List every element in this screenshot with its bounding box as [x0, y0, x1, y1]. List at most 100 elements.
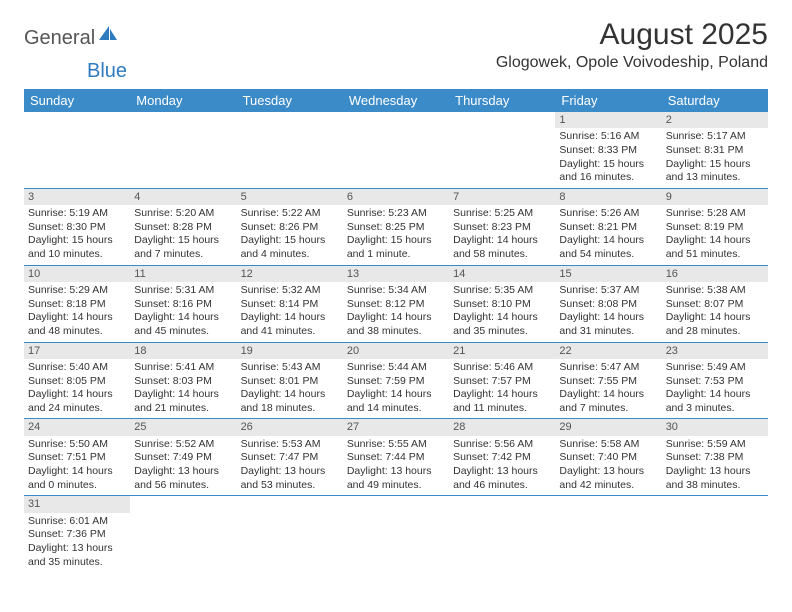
calendar-cell-empty	[449, 112, 555, 188]
daylight-line: Daylight: 14 hours and 48 minutes.	[28, 311, 126, 338]
daylight-line: Daylight: 14 hours and 14 minutes.	[347, 388, 445, 415]
calendar-cell: 6Sunrise: 5:23 AMSunset: 8:25 PMDaylight…	[343, 188, 449, 265]
sunset-line: Sunset: 8:07 PM	[666, 298, 764, 312]
sunset-line: Sunset: 8:12 PM	[347, 298, 445, 312]
day-number: 29	[555, 419, 661, 435]
calendar-cell: 14Sunrise: 5:35 AMSunset: 8:10 PMDayligh…	[449, 265, 555, 342]
calendar-cell: 28Sunrise: 5:56 AMSunset: 7:42 PMDayligh…	[449, 419, 555, 496]
calendar-row: 3Sunrise: 5:19 AMSunset: 8:30 PMDaylight…	[24, 188, 768, 265]
calendar-cell-empty	[130, 112, 236, 188]
day-number: 12	[237, 266, 343, 282]
calendar-cell: 27Sunrise: 5:55 AMSunset: 7:44 PMDayligh…	[343, 419, 449, 496]
calendar-row: 17Sunrise: 5:40 AMSunset: 8:05 PMDayligh…	[24, 342, 768, 419]
daylight-line: Daylight: 14 hours and 54 minutes.	[559, 234, 657, 261]
sunset-line: Sunset: 7:36 PM	[28, 528, 126, 542]
sunset-line: Sunset: 8:18 PM	[28, 298, 126, 312]
day-number: 27	[343, 419, 449, 435]
daylight-line: Daylight: 13 hours and 42 minutes.	[559, 465, 657, 492]
calendar-cell-empty	[130, 496, 236, 572]
calendar-cell: 16 Sunrise: 5:38 AMSunset: 8:07 PMDayligh…	[662, 265, 768, 342]
calendar-cell: 4Sunrise: 5:20 AMSunset: 8:28 PMDaylight…	[130, 188, 236, 265]
calendar-cell: 20Sunrise: 5:44 AMSunset: 7:59 PMDayligh…	[343, 342, 449, 419]
sunrise-line: Sunrise: 5:26 AM	[559, 207, 657, 221]
sunset-line: Sunset: 8:25 PM	[347, 221, 445, 235]
daylight-line: Daylight: 15 hours and 13 minutes.	[666, 158, 764, 185]
month-title: August 2025	[496, 18, 768, 52]
sunrise-line: Sunrise: 5:46 AM	[453, 361, 551, 375]
day-number: 14	[449, 266, 555, 282]
weekday-header: Tuesday	[237, 89, 343, 112]
calendar-cell: 29 Sunrise: 5:58 AMSunset: 7:40 PMDayligh…	[555, 419, 661, 496]
calendar-row: 1Sunrise: 5:16 AMSunset: 8:33 PMDaylight…	[24, 112, 768, 188]
day-number: 7	[449, 189, 555, 205]
daylight-line: Daylight: 13 hours and 49 minutes.	[347, 465, 445, 492]
day-number: 22	[555, 343, 661, 359]
day-number: 30	[662, 419, 768, 435]
calendar-cell: 25Sunrise: 5:52 AMSunset: 7:49 PMDayligh…	[130, 419, 236, 496]
day-number: 18	[130, 343, 236, 359]
calendar-cell-empty	[555, 496, 661, 572]
weekday-header-row: SundayMondayTuesdayWednesdayThursdayFrid…	[24, 89, 768, 112]
sunrise-line: Sunrise: 5:50 AM	[28, 438, 126, 452]
sunrise-line: Sunrise: 5:25 AM	[453, 207, 551, 221]
daylight-line: Daylight: 14 hours and 28 minutes.	[666, 311, 764, 338]
calendar-cell-empty	[449, 496, 555, 572]
calendar-cell: 17Sunrise: 5:40 AMSunset: 8:05 PMDayligh…	[24, 342, 130, 419]
sail-icon	[97, 24, 119, 42]
daylight-line: Daylight: 14 hours and 41 minutes.	[241, 311, 339, 338]
sunset-line: Sunset: 8:26 PM	[241, 221, 339, 235]
sunrise-line: Sunrise: 5:40 AM	[28, 361, 126, 375]
sunrise-line: Sunrise: 5:56 AM	[453, 438, 551, 452]
daylight-line: Daylight: 14 hours and 51 minutes.	[666, 234, 764, 261]
day-number: 21	[449, 343, 555, 359]
calendar-cell: 3Sunrise: 5:19 AMSunset: 8:30 PMDaylight…	[24, 188, 130, 265]
calendar-cell: 8Sunrise: 5:26 AMSunset: 8:21 PMDaylight…	[555, 188, 661, 265]
logo-text-general: General	[24, 27, 95, 50]
calendar-cell: 2Sunrise: 5:17 AMSunset: 8:31 PMDaylight…	[662, 112, 768, 188]
sunrise-line: Sunrise: 5:38 AM	[666, 284, 764, 298]
daylight-line: Daylight: 13 hours and 38 minutes.	[666, 465, 764, 492]
day-number: 2	[662, 112, 768, 128]
daylight-line: Daylight: 15 hours and 10 minutes.	[28, 234, 126, 261]
sunset-line: Sunset: 7:51 PM	[28, 451, 126, 465]
calendar-cell: 11Sunrise: 5:31 AMSunset: 8:16 PMDayligh…	[130, 265, 236, 342]
day-number: 4	[130, 189, 236, 205]
daylight-line: Daylight: 14 hours and 35 minutes.	[453, 311, 551, 338]
calendar-cell: 1Sunrise: 5:16 AMSunset: 8:33 PMDaylight…	[555, 112, 661, 188]
day-number: 19	[237, 343, 343, 359]
day-number: 23	[662, 343, 768, 359]
day-number: 26	[237, 419, 343, 435]
calendar-cell: 10Sunrise: 5:29 AMSunset: 8:18 PMDayligh…	[24, 265, 130, 342]
sunset-line: Sunset: 7:38 PM	[666, 451, 764, 465]
sunrise-line: Sunrise: 5:34 AM	[347, 284, 445, 298]
day-number: 8	[555, 189, 661, 205]
sunset-line: Sunset: 7:40 PM	[559, 451, 657, 465]
sunset-line: Sunset: 8:23 PM	[453, 221, 551, 235]
calendar-cell: 30Sunrise: 5:59 AMSunset: 7:38 PMDayligh…	[662, 419, 768, 496]
sunrise-line: Sunrise: 5:53 AM	[241, 438, 339, 452]
logo: General	[24, 24, 119, 52]
calendar-cell: 9Sunrise: 5:28 AMSunset: 8:19 PMDaylight…	[662, 188, 768, 265]
calendar-cell-empty	[343, 496, 449, 572]
calendar-cell: 24Sunrise: 5:50 AMSunset: 7:51 PMDayligh…	[24, 419, 130, 496]
sunrise-line: Sunrise: 5:47 AM	[559, 361, 657, 375]
logo-text-blue: Blue	[87, 60, 792, 83]
calendar-cell: 5Sunrise: 5:22 AMSunset: 8:26 PMDaylight…	[237, 188, 343, 265]
sunrise-line: Sunrise: 5:19 AM	[28, 207, 126, 221]
daylight-line: Daylight: 13 hours and 35 minutes.	[28, 542, 126, 569]
daylight-line: Daylight: 14 hours and 18 minutes.	[241, 388, 339, 415]
weekday-header: Wednesday	[343, 89, 449, 112]
daylight-line: Daylight: 14 hours and 21 minutes.	[134, 388, 232, 415]
sunset-line: Sunset: 8:16 PM	[134, 298, 232, 312]
sunset-line: Sunset: 7:42 PM	[453, 451, 551, 465]
sunrise-line: Sunrise: 5:43 AM	[241, 361, 339, 375]
calendar-cell: 18Sunrise: 5:41 AMSunset: 8:03 PMDayligh…	[130, 342, 236, 419]
daylight-line: Daylight: 13 hours and 46 minutes.	[453, 465, 551, 492]
sunrise-line: Sunrise: 5:58 AM	[559, 438, 657, 452]
calendar-cell: 15Sunrise: 5:37 AMSunset: 8:08 PMDayligh…	[555, 265, 661, 342]
sunset-line: Sunset: 8:05 PM	[28, 375, 126, 389]
sunset-line: Sunset: 7:49 PM	[134, 451, 232, 465]
day-number: 16	[662, 266, 768, 282]
calendar-cell-empty	[662, 496, 768, 572]
day-number: 5	[237, 189, 343, 205]
